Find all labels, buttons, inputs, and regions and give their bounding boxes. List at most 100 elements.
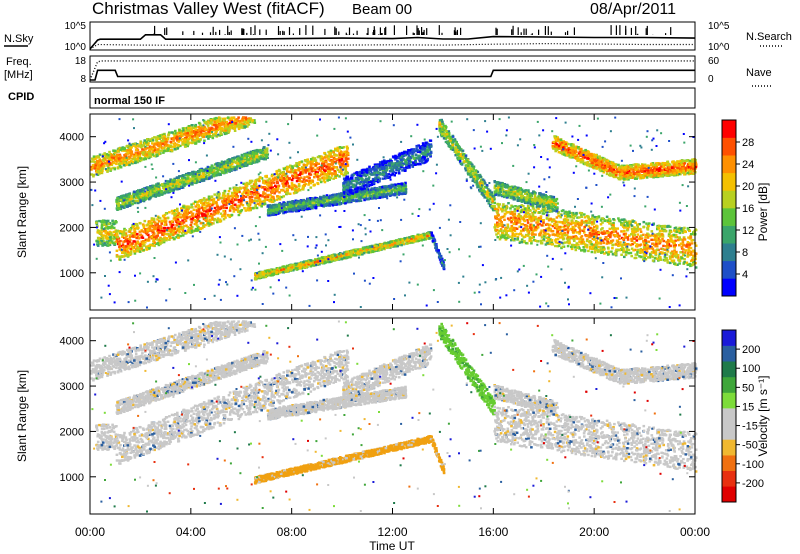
power-cell <box>323 177 326 181</box>
power-cell <box>261 152 265 155</box>
power-cell <box>158 137 161 140</box>
power-cell <box>154 226 157 229</box>
power-cell <box>158 146 162 149</box>
power-cell <box>151 137 154 140</box>
power-cell <box>181 219 184 222</box>
power-cell <box>182 183 185 186</box>
power-cell <box>170 188 174 191</box>
power-cell <box>298 179 302 182</box>
power-cell <box>224 170 227 173</box>
power-cell <box>230 118 234 121</box>
power-cell <box>217 125 220 129</box>
power-cell <box>202 197 206 200</box>
power-cell <box>179 185 183 189</box>
power-cell <box>223 132 227 136</box>
power-cell <box>345 154 348 158</box>
power-cell <box>107 233 111 236</box>
power-cell <box>230 159 234 162</box>
power-cell <box>122 248 126 251</box>
power-cell <box>270 186 274 189</box>
power-cell <box>171 223 174 226</box>
power-cell <box>125 205 129 208</box>
power-cell <box>138 246 142 249</box>
power-cell <box>103 152 106 155</box>
power-cell <box>214 116 218 120</box>
power-cell <box>230 205 234 208</box>
power-cell <box>283 168 286 171</box>
power-cell <box>190 132 193 135</box>
power-cell <box>235 155 239 158</box>
power-cell <box>156 148 160 151</box>
power-cell <box>312 184 316 187</box>
power-cell <box>337 156 341 160</box>
power-cell <box>201 203 204 207</box>
power-cell <box>325 174 329 177</box>
power-cell <box>306 179 310 182</box>
power-cell <box>322 205 325 208</box>
power-cell <box>263 182 267 185</box>
power-cell <box>244 154 247 157</box>
power-cell <box>147 186 150 189</box>
power-cell <box>340 146 344 149</box>
power-cell <box>290 182 294 185</box>
power-cell <box>272 187 275 191</box>
power-cell <box>90 160 94 163</box>
power-cell <box>151 147 154 151</box>
power-cell <box>288 192 292 195</box>
power-cell <box>229 200 233 203</box>
power-cell <box>302 201 306 204</box>
power-cell <box>121 202 124 205</box>
power-cell <box>307 183 310 186</box>
power-cell <box>146 188 150 191</box>
power-cell <box>222 191 226 195</box>
power-cell <box>244 191 248 195</box>
power-cell <box>195 210 199 213</box>
power-cell <box>207 224 211 227</box>
power-cell <box>293 189 297 192</box>
power-cell <box>106 233 109 236</box>
series-freq <box>90 69 695 81</box>
power-cell <box>311 180 315 183</box>
power-cell <box>304 159 307 163</box>
power-cell <box>163 230 166 233</box>
power-cell <box>199 130 202 133</box>
power-cell <box>128 143 131 147</box>
power-cell <box>194 229 197 232</box>
power-cell <box>216 195 219 198</box>
power-cell <box>121 233 125 236</box>
power-cell <box>248 198 252 201</box>
power-cell <box>232 167 235 170</box>
power-cell <box>120 158 124 161</box>
power-cell <box>166 180 169 183</box>
power-cell <box>153 244 156 248</box>
power-cell <box>254 179 257 183</box>
power-cell <box>185 137 189 141</box>
power-cell <box>180 177 184 180</box>
power-cell <box>129 239 132 242</box>
freq-label: Freq. <box>6 56 32 68</box>
power-cell <box>159 184 163 187</box>
power-cell <box>134 152 138 155</box>
power-cell <box>313 176 316 179</box>
power-cell <box>211 218 214 221</box>
power-cell <box>310 167 313 171</box>
power-cell <box>295 179 299 183</box>
power-cell <box>104 234 108 237</box>
power-cell <box>162 232 166 235</box>
power-cell <box>182 140 185 144</box>
power-cell <box>170 209 174 213</box>
power-cell <box>323 151 326 155</box>
power-cell <box>155 192 159 195</box>
power-cell <box>344 159 348 162</box>
power-cell <box>242 191 246 194</box>
power-cell <box>181 142 185 145</box>
power-cell <box>130 245 134 248</box>
power-cell <box>390 190 393 194</box>
power-cell <box>126 144 129 148</box>
power-cell <box>231 197 234 200</box>
power-cell <box>289 164 292 167</box>
power-cell <box>159 142 162 146</box>
power-cell <box>136 144 140 147</box>
power-cell <box>149 155 153 158</box>
power-cell <box>122 194 125 197</box>
